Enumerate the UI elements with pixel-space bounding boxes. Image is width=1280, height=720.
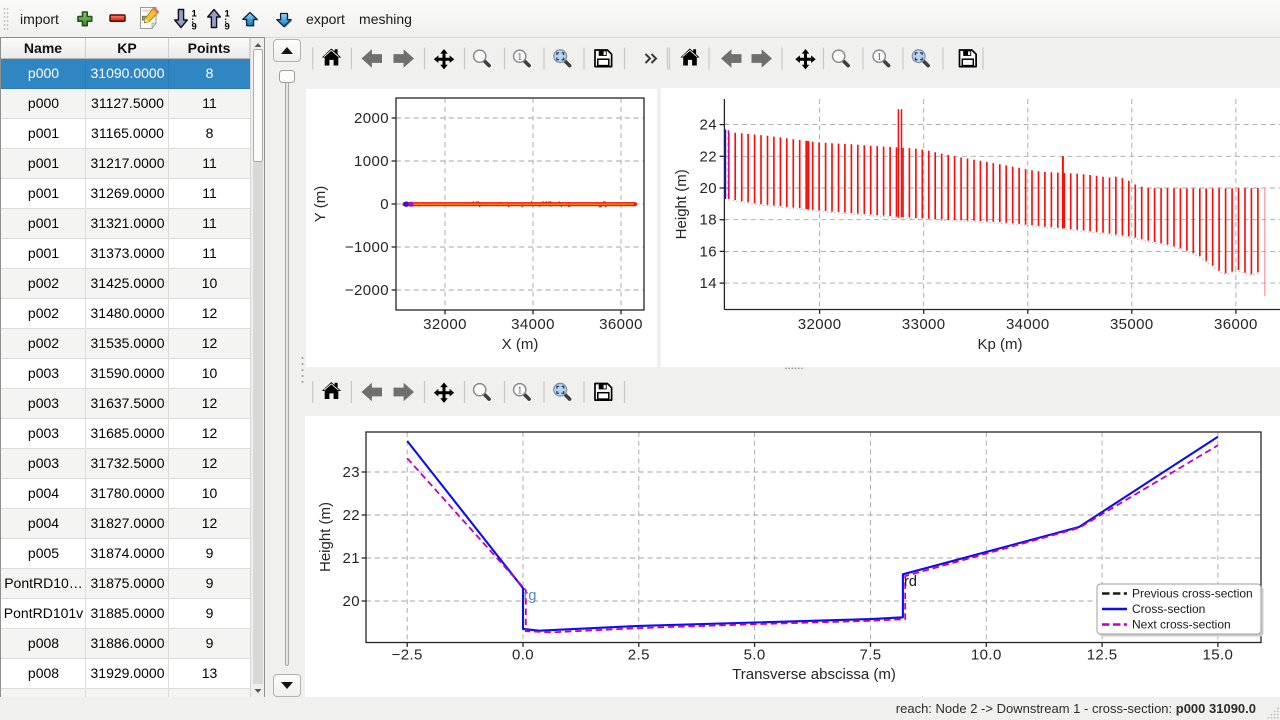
svg-text:14: 14 [700,275,718,292]
svg-text:−1000: −1000 [345,239,389,256]
svg-text:−2.5: −2.5 [392,647,423,664]
svg-text:21: 21 [343,550,361,567]
svg-text:18: 18 [700,212,718,229]
svg-text:33000: 33000 [902,316,946,333]
svg-text:34000: 34000 [1006,316,1050,333]
svg-text:Y (m): Y (m) [312,186,329,222]
svg-text:10.0: 10.0 [971,647,1002,664]
svg-text:35000: 35000 [1110,316,1154,333]
svg-text:32000: 32000 [798,316,842,333]
svg-text:22: 22 [343,507,361,524]
svg-text:22: 22 [700,148,718,165]
svg-text:5.0: 5.0 [744,647,766,664]
svg-text:Kp (m): Kp (m) [978,336,1023,353]
svg-text:16: 16 [700,243,718,260]
svg-text:32000: 32000 [423,316,467,333]
svg-text:9: 9 [225,21,230,32]
svg-text:36000: 36000 [1214,316,1258,333]
svg-text:7.5: 7.5 [859,647,881,664]
svg-text:34000: 34000 [511,316,555,333]
svg-text:2000: 2000 [354,110,389,127]
svg-text:Previous cross-section: Previous cross-section [1132,587,1253,601]
svg-text:1: 1 [877,52,882,63]
svg-text:Height (m): Height (m) [673,169,690,239]
svg-text:rd: rd [904,574,917,590]
svg-text:1: 1 [517,386,522,397]
svg-text:1: 1 [517,52,522,63]
svg-text:1: 1 [225,8,231,19]
svg-text:0.0: 0.0 [512,647,534,664]
svg-text:2.5: 2.5 [628,647,650,664]
svg-text:20: 20 [343,593,361,610]
svg-text:15.0: 15.0 [1203,647,1234,664]
svg-text:Next cross-section: Next cross-section [1132,618,1231,632]
svg-text:9: 9 [192,21,197,32]
svg-text:12.5: 12.5 [1087,647,1118,664]
svg-text:rg: rg [524,588,537,604]
svg-text:Transverse abscissa (m): Transverse abscissa (m) [732,666,896,683]
svg-text:0: 0 [380,196,389,213]
svg-text:23: 23 [343,464,361,481]
svg-text:24: 24 [700,117,718,134]
svg-text:−2000: −2000 [345,282,389,299]
svg-text:20: 20 [700,180,718,197]
svg-text:36000: 36000 [599,316,643,333]
svg-text:Cross-section: Cross-section [1132,602,1205,616]
svg-text:X (m): X (m) [502,336,539,353]
svg-text:1000: 1000 [354,153,389,170]
svg-text:1: 1 [192,8,198,19]
svg-text:Height (m): Height (m) [317,502,334,572]
